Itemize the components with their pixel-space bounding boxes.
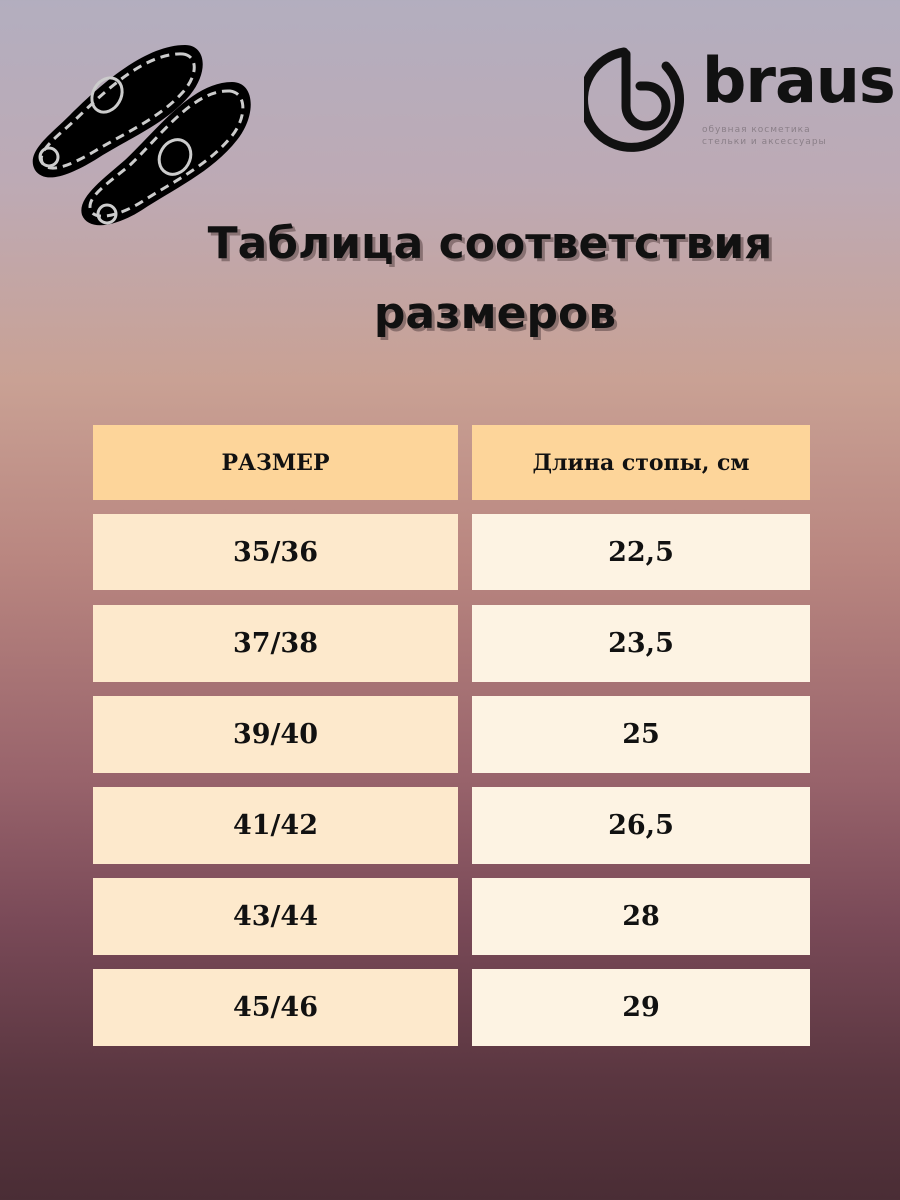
page-title-line1: Таблица соответствия [207,218,773,269]
length-cell: 22,5 [472,514,810,590]
length-cell: 28 [472,878,810,955]
size-cell: 39/40 [93,696,458,773]
page-title-line2: размеров [373,288,617,339]
tagline-line2: стельки и аксессуары [702,137,827,147]
length-cell: 23,5 [472,605,810,682]
length-cell: 25 [472,696,810,773]
size-cell: 35/36 [93,514,458,590]
logo-wordmark: braus [702,44,896,117]
size-cell: 43/44 [93,878,458,955]
length-cell: 26,5 [472,787,810,864]
logo-tagline: обувная косметика стельки и аксессуары [702,124,827,148]
length-cell: 29 [472,969,810,1046]
braus-logo: braus обувная косметика стельки и аксессу… [584,44,896,154]
size-cell: 37/38 [93,605,458,682]
insoles-icon [32,45,251,226]
header-foot-length: Длина стопы, см [472,425,810,500]
size-cell: 45/46 [93,969,458,1046]
size-cell: 41/42 [93,787,458,864]
tagline-line1: обувная косметика [702,125,811,135]
logo-b-icon [584,47,684,152]
header-size: РАЗМЕР [93,425,458,500]
